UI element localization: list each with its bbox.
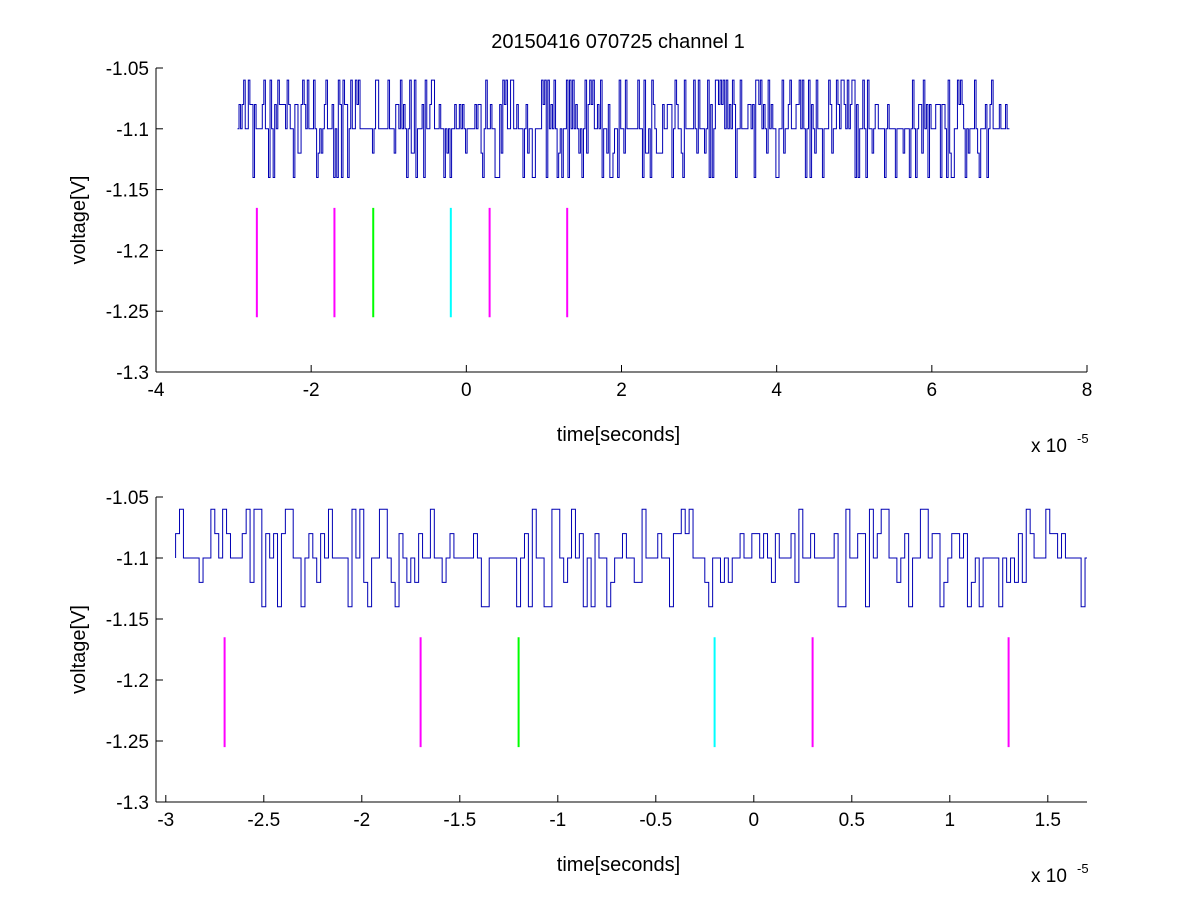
x-tick-label: 0 — [461, 380, 472, 401]
x-tick-label: 1 — [945, 810, 956, 831]
x-tick-label: -0.5 — [639, 810, 672, 831]
y-tick-label: -1.15 — [106, 181, 149, 202]
y-tick-label: -1.2 — [116, 671, 149, 692]
x-tick-label: 2 — [616, 380, 627, 401]
x-tick-label: 1.5 — [1035, 810, 1061, 831]
x-exponent-label: x 10 — [1031, 436, 1067, 457]
y-axis-label: voltage[V] — [68, 176, 90, 265]
x-axis-label: time[seconds] — [557, 424, 680, 446]
waveform-series — [175, 508, 1087, 608]
x-tick-label: 8 — [1082, 380, 1093, 401]
top-plot: -4 -2 0 2 4 6 8 -1.3 -1.25 -1.2 -1.15 -1.1 -1.05 time… — [68, 59, 1092, 457]
x-tick-label: -3 — [157, 810, 174, 831]
chart-title: 20150416 070725 channel 1 — [491, 31, 745, 53]
x-tick-label: -1 — [549, 810, 566, 831]
waveform-series — [237, 79, 1010, 178]
x-tick-label: -1.5 — [443, 810, 476, 831]
x-axis-label: time[seconds] — [557, 854, 680, 876]
y-tick-label: -1.05 — [106, 488, 149, 509]
x-tick-label: -2 — [353, 810, 370, 831]
y-tick-label: -1.3 — [116, 793, 149, 814]
y-tick-label: -1.1 — [116, 549, 149, 570]
y-tick-label: -1.2 — [116, 241, 149, 262]
x-tick-label: 4 — [771, 380, 782, 401]
x-exponent-label: x 10 — [1031, 866, 1067, 887]
y-tick-label: -1.1 — [116, 120, 149, 141]
y-axis-label: voltage[V] — [68, 605, 90, 694]
y-tick-label: -1.25 — [106, 302, 149, 323]
x-tick-label: -2 — [303, 380, 320, 401]
y-tick-label: -1.3 — [116, 363, 149, 384]
y-tick-label: -1.25 — [106, 732, 149, 753]
y-tick-label: -1.15 — [106, 610, 149, 631]
x-tick-label: -4 — [148, 380, 165, 401]
x-tick-label: 6 — [927, 380, 938, 401]
x-exponent-superscript: -5 — [1077, 861, 1089, 876]
x-tick-label: 0 — [749, 810, 760, 831]
x-tick-label: -2.5 — [247, 810, 280, 831]
x-exponent-superscript: -5 — [1077, 431, 1089, 446]
x-tick-label: 0.5 — [839, 810, 865, 831]
y-tick-label: -1.05 — [106, 59, 149, 80]
bottom-plot: -3 -2.5 -2 -1.5 -1 -0.5 0 0.5 1 1.5 -1.3 -1.25 -1.2 -… — [68, 488, 1089, 887]
